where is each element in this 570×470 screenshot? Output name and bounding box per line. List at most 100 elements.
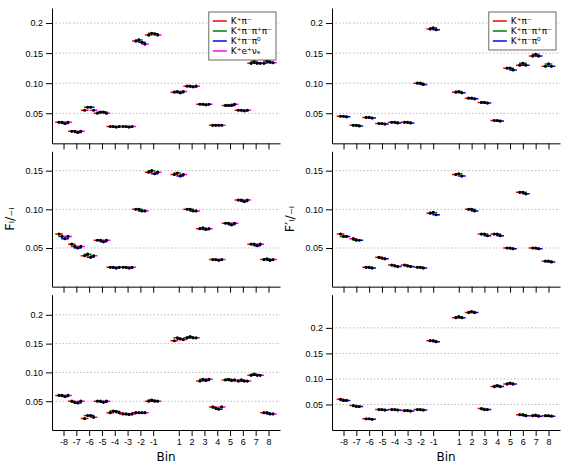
x-tick-mark [420,430,421,436]
point [511,382,514,385]
point [342,115,345,118]
point [179,174,182,177]
y-tick: 0.05 [305,243,332,253]
point [339,115,342,118]
error-bar [84,415,92,417]
x-tick-mark [256,287,257,293]
point [57,232,60,235]
point [537,55,540,58]
point [460,316,463,319]
panel: 0.050.100.15Fᵢ/₋ᵢ [2,152,281,293]
x-tick-mark [420,287,421,293]
point [550,65,553,68]
point [524,414,527,417]
error-bar [138,412,146,414]
point [182,90,185,93]
legend-label: K⁺π⁻π⁺π⁻ [231,26,272,36]
point [368,417,371,420]
legend: K⁺π⁻K⁺π⁻π⁺π⁻K⁺π⁻π⁰K⁺e⁺νₑ [209,12,276,60]
x-tick-label: -2 [417,437,425,447]
x-tick [382,287,383,293]
y-tick-label: 0.15 [305,349,323,359]
x-tick [433,143,434,149]
grid-line [52,401,280,402]
x-tick-mark [256,143,257,149]
x-tick: -8 [60,430,68,447]
point [531,55,534,58]
error-bar [218,125,226,127]
grid-line [52,372,280,373]
point [176,336,179,339]
x-tick-label: -4 [391,437,399,447]
point [227,378,230,381]
x-tick [369,287,370,293]
point [173,173,176,176]
point [250,62,253,65]
x-axis: -8-7-6-5-4-3-2-112345678 [333,430,561,447]
x-tick [510,287,511,293]
point [511,68,514,71]
point [220,405,223,408]
x-tick [153,287,154,293]
error-bar [478,102,486,104]
point [79,130,82,133]
points [60,32,268,133]
x-tick [243,287,244,293]
point [240,378,243,381]
x-tick-mark [472,287,473,293]
point [57,121,60,124]
point [156,400,159,403]
x-axis-line [53,430,281,431]
x-tick [243,143,244,149]
x-tick-mark [140,430,141,436]
point [271,61,274,64]
x-tick-mark [268,143,269,149]
chart-root: 0.050.100.150.2 K⁺π⁻K⁺π⁻π⁺π⁻K⁺π⁻π⁰K⁺e⁺νₑ 0… [0,0,570,470]
x-tick-mark [230,287,231,293]
point [432,339,435,342]
points [66,33,274,132]
point [153,172,156,175]
point [544,65,547,68]
x-tick [217,287,218,293]
x-tick [89,287,90,293]
x-tick-mark [153,287,154,293]
point [262,411,265,414]
x-tick-mark [369,287,370,293]
y-tick: 0.05 [25,109,52,119]
error-bar [375,409,383,411]
x-tick [472,143,473,149]
x-tick-mark [230,143,231,149]
x-tick-mark [140,143,141,149]
grid [332,171,560,248]
point [368,116,371,119]
point [454,173,457,176]
x-axis [53,287,281,293]
x-tick: 5 [228,430,233,447]
point [467,97,470,100]
error-bar [209,259,217,261]
point [435,340,438,343]
point [262,62,265,65]
point [368,266,371,269]
x-tick [115,143,116,149]
grid [332,23,560,113]
point [182,338,185,341]
x-axis-line [333,430,561,431]
error-bars [55,35,268,131]
point [86,414,89,417]
point [511,247,514,250]
point [268,259,271,262]
y-tick-mark [46,372,52,373]
point [186,208,189,211]
x-tick [179,143,180,149]
y-tick-mark [326,328,332,329]
y-axis: 0.050.100.150.2 [25,295,52,430]
x-tick [256,143,257,149]
point [214,124,217,127]
point [70,130,73,133]
point [250,374,253,377]
point [143,209,146,212]
error-bar [192,210,200,212]
x-tick [395,287,396,293]
